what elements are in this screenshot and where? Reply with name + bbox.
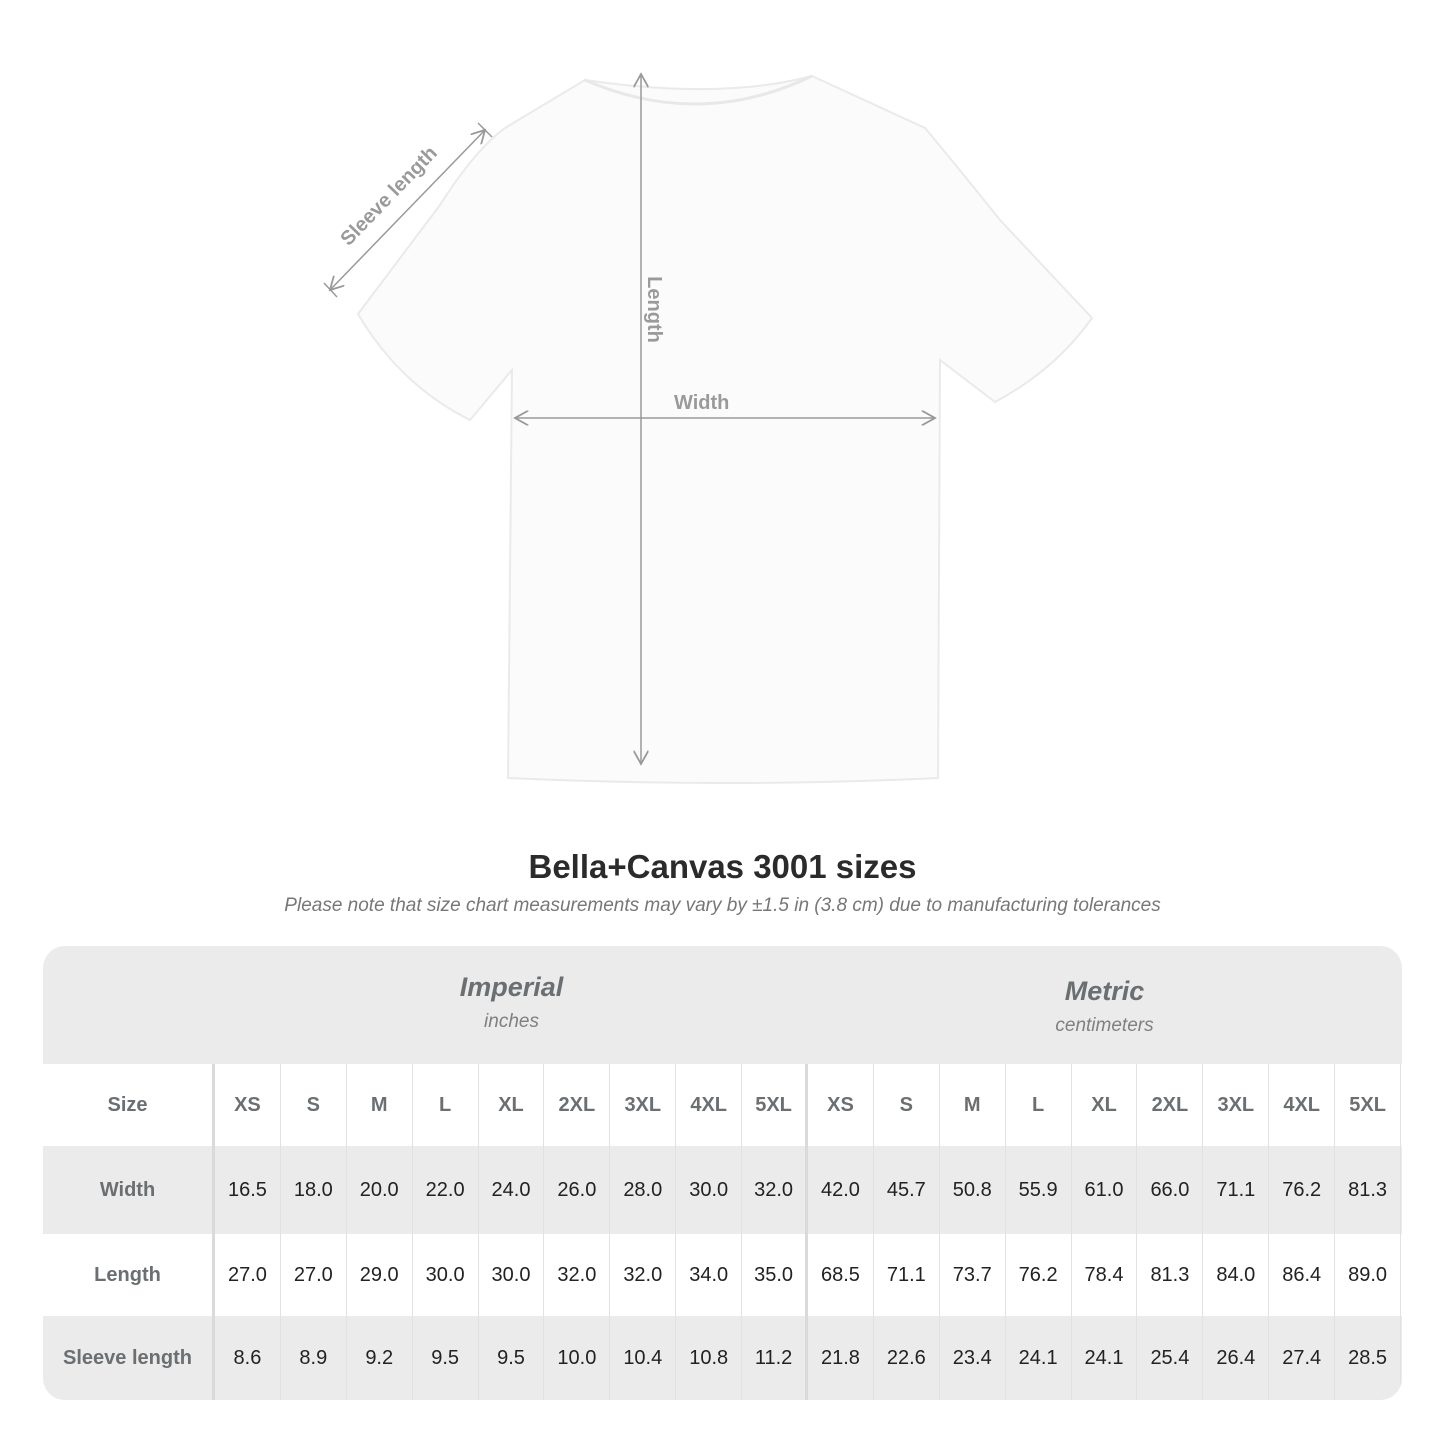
table-cell-metric: 71.1 [1203,1146,1270,1234]
table-cell-imperial: 27.0 [215,1234,281,1316]
table-cell-imperial: 24.0 [479,1146,545,1234]
size-header-imperial: 2XL [544,1064,611,1146]
table-cell-imperial: 9.2 [347,1316,413,1400]
table-cell-metric: 81.3 [1137,1234,1204,1316]
collar-seam [584,74,813,106]
tshirt-shape [356,74,1094,784]
table-cell-imperial: 32.0 [544,1234,611,1316]
size-header-imperial: L [413,1064,479,1146]
row-header: Size [43,1064,215,1146]
table-cell-metric: 78.4 [1072,1234,1138,1316]
table-cell-metric: 73.7 [940,1234,1006,1316]
table-cell-imperial: 9.5 [413,1316,479,1400]
table-cell-imperial: 20.0 [347,1146,413,1234]
page-subtitle: Please note that size chart measurements… [284,895,1161,916]
tshirt-diagram [323,0,1094,784]
table-header-row: Size XS S M L XL 2XL 3XL 4XL 5XL XS S M L XL 2XL 3XL 4XL 5… [43,1064,1402,1146]
size-header-metric: XS [808,1064,874,1146]
size-header-imperial: S [281,1064,347,1146]
table-row: Width 16.5 18.0 20.0 22.0 24.0 26.0 28.0 30.0 32.… [43,1146,1402,1234]
table-cell-imperial: 29.0 [347,1234,413,1316]
table-cell-metric: 42.0 [808,1146,874,1234]
table-cell-imperial: 30.0 [413,1234,479,1316]
table-cell-imperial: 10.4 [610,1316,677,1400]
size-header-imperial: 4XL [676,1064,743,1146]
table-cell-imperial: 10.0 [544,1316,611,1400]
table-cell-metric: 84.0 [1203,1234,1270,1316]
row-header: Width [43,1146,215,1234]
table-cell-metric: 89.0 [1335,1234,1402,1316]
table-cell-metric: 22.6 [874,1316,940,1400]
size-header-metric: 2XL [1137,1064,1204,1146]
table-cell-metric: 26.4 [1203,1316,1270,1400]
table-cell-imperial: 16.5 [215,1146,281,1234]
sleeve-arrow-end-tick [477,122,493,138]
table-cell-metric: 21.8 [808,1316,874,1400]
table-cell-imperial: 18.0 [281,1146,347,1234]
size-header-imperial: 3XL [610,1064,677,1146]
table-cell-metric: 76.2 [1006,1234,1072,1316]
size-header-metric: 4XL [1269,1064,1336,1146]
size-header-imperial: XS [215,1064,281,1146]
size-header-imperial: M [347,1064,413,1146]
group-name: Metric [1064,976,1145,1006]
group-imperial: Imperial inches [215,946,808,1064]
size-header-metric: XL [1072,1064,1138,1146]
table-cell-metric: 76.2 [1269,1146,1336,1234]
table-cell-imperial: 35.0 [742,1234,809,1316]
row-header: Length [43,1234,215,1316]
table-cell-imperial: 34.0 [676,1234,743,1316]
size-header-metric: L [1006,1064,1072,1146]
table-row: Length 27.0 27.0 29.0 30.0 30.0 32.0 32.0 34.0 35… [43,1234,1402,1316]
table-cell-metric: 25.4 [1137,1316,1204,1400]
size-header-imperial: 5XL [742,1064,809,1146]
group-metric: Metric centimeters [808,950,1401,1068]
group-unit: centimeters [1055,1015,1154,1036]
table-cell-imperial: 22.0 [413,1146,479,1234]
table-cell-imperial: 32.0 [610,1234,677,1316]
table-cell-imperial: 28.0 [610,1146,677,1234]
table-cell-imperial: 32.0 [742,1146,809,1234]
row-header: Sleeve length [43,1316,215,1400]
table-cell-imperial: 10.8 [676,1316,743,1400]
table-cell-imperial: 27.0 [281,1234,347,1316]
sleeve-arrow [330,130,485,290]
table-cell-metric: 28.5 [1335,1316,1402,1400]
size-header-metric: M [940,1064,1006,1146]
table-cell-metric: 71.1 [874,1234,940,1316]
sleeve-arrow-end-tick [323,282,338,298]
table-row: Sleeve length 8.6 8.9 9.2 9.5 9.5 10.0 10.4 10.8… [43,1316,1402,1400]
table-cell-metric: 24.1 [1006,1316,1072,1400]
table-cell-imperial: 8.9 [281,1316,347,1400]
table-cell-metric: 24.1 [1072,1316,1138,1400]
size-table: Imperial inches Metric centimeters Size X… [43,946,1402,1400]
size-header-metric: 5XL [1335,1064,1402,1146]
table-cell-metric: 61.0 [1072,1146,1138,1234]
table-cell-imperial: 26.0 [544,1146,611,1234]
table-cell-metric: 68.5 [808,1234,874,1316]
table-cell-imperial: 30.0 [479,1234,545,1316]
page-title: Bella+Canvas 3001 sizes [528,848,917,885]
table-cell-metric: 23.4 [940,1316,1006,1400]
table-cell-metric: 45.7 [874,1146,940,1234]
table-cell-imperial: 30.0 [676,1146,743,1234]
table-cell-metric: 81.3 [1335,1146,1402,1234]
length-label: Length [642,276,665,343]
table-cell-metric: 86.4 [1269,1234,1336,1316]
table-cell-imperial: 8.6 [215,1316,281,1400]
size-header-metric: S [874,1064,940,1146]
group-unit: inches [484,1011,539,1032]
size-header-imperial: XL [479,1064,545,1146]
width-label: Width [674,392,730,414]
table-cell-metric: 50.8 [940,1146,1006,1234]
table-cell-metric: 66.0 [1137,1146,1204,1234]
group-name: Imperial [459,972,564,1002]
table-cell-imperial: 9.5 [479,1316,545,1400]
table-cell-imperial: 11.2 [742,1316,809,1400]
table-cell-metric: 55.9 [1006,1146,1072,1234]
size-header-metric: 3XL [1203,1064,1270,1146]
table-cell-metric: 27.4 [1269,1316,1336,1400]
